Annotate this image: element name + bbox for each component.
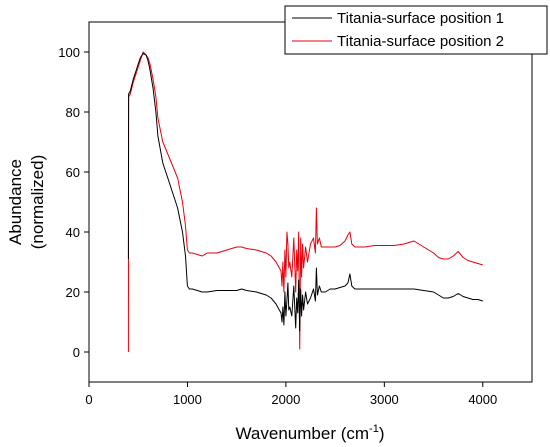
x-axis-title: Wavenumber (cm-1) <box>236 423 385 443</box>
series-line-1 <box>127 53 483 332</box>
x-tick-label: 0 <box>85 392 92 407</box>
y-tick-label: 40 <box>66 225 80 240</box>
legend-box <box>284 5 548 55</box>
y-tick-label: 20 <box>66 285 80 300</box>
x-axis-ticks: 0 1000 2000 3000 4000 <box>85 382 497 407</box>
y-axis-title: Abundance <box>6 159 25 245</box>
y-tick-label: 80 <box>66 105 80 120</box>
plot-area <box>88 21 533 383</box>
series-line-2 <box>127 51 483 353</box>
x-tick-label: 4000 <box>468 392 497 407</box>
y-tick-label: 0 <box>73 345 80 360</box>
x-tick-label: 2000 <box>271 392 300 407</box>
y-tick-label: 60 <box>66 165 80 180</box>
legend: Titania-surface position 1 Titania-surfa… <box>284 5 548 55</box>
y-axis-title-unit: (normalized) <box>28 155 47 249</box>
y-axis-ticks: 0 20 40 60 80 100 <box>58 45 89 360</box>
y-tick-label: 100 <box>58 45 80 60</box>
legend-label-series-2: Titania-surface position 2 <box>337 33 504 50</box>
legend-label-series-1: Titania-surface position 1 <box>337 10 504 27</box>
series-layer <box>127 51 483 353</box>
x-tick-label: 3000 <box>370 392 399 407</box>
x-tick-label: 1000 <box>173 392 202 407</box>
